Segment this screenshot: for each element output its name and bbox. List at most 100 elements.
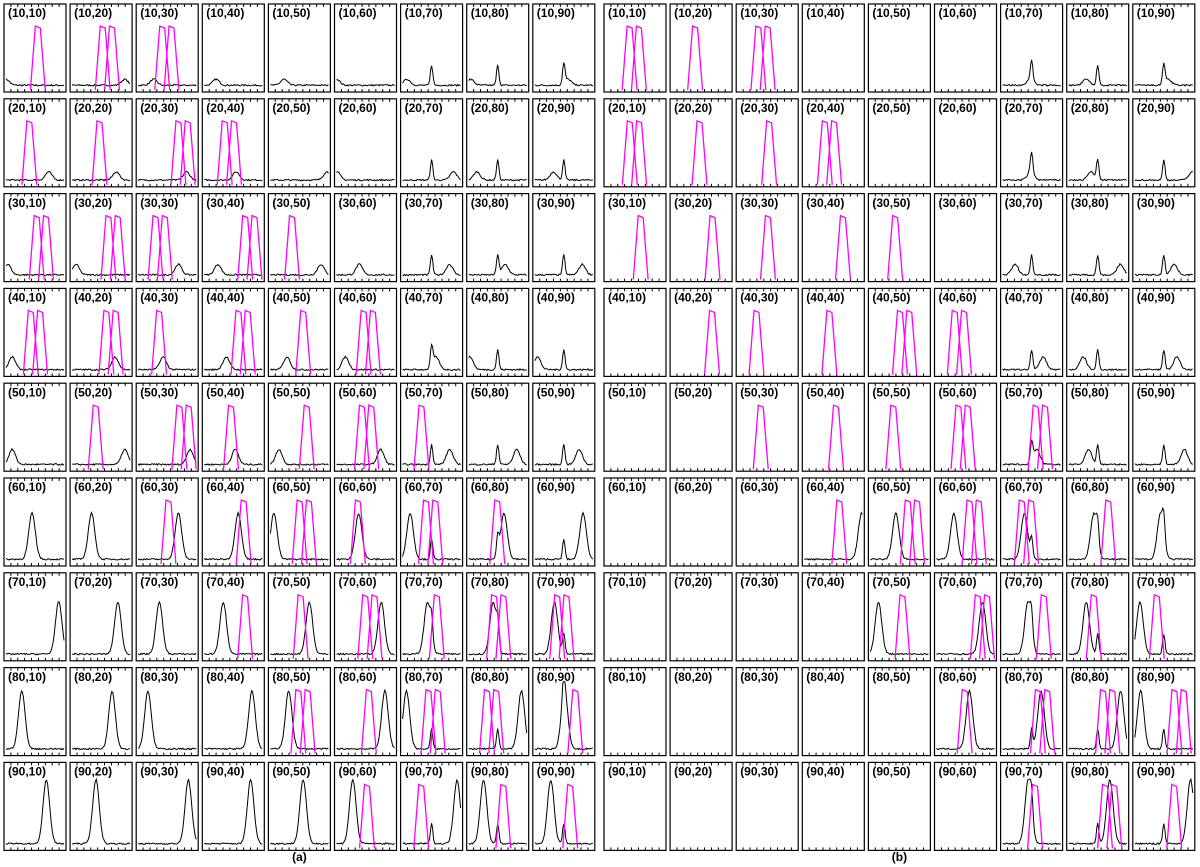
subplot-label: (20,10) [8, 101, 46, 115]
curve [1002, 151, 1061, 182]
curve [816, 119, 843, 185]
subplot: (40,40) [801, 287, 865, 377]
subplot-label: (20,80) [1071, 101, 1109, 115]
curve [5, 78, 65, 87]
curve [283, 214, 301, 280]
curve [831, 499, 848, 565]
subplot-label: (80,10) [8, 670, 46, 684]
subplot: (30,90) [532, 193, 596, 283]
subplot-label: (30,60) [939, 196, 977, 210]
subplot: (40,80) [466, 287, 530, 377]
curve [91, 119, 108, 185]
subplot-label: (70,80) [471, 575, 509, 589]
subplot: (90,60) [933, 761, 998, 852]
subplot: (60,60) [933, 477, 998, 567]
subplot: (10,10) [603, 3, 667, 93]
subplot-label: (40,40) [206, 291, 244, 305]
subplot-frame [267, 477, 331, 567]
subplot: (20,30) [135, 98, 199, 188]
subplot: (10,30) [735, 3, 799, 93]
subplot-label: (60,30) [740, 480, 778, 494]
subplot-label: (10,50) [272, 6, 310, 20]
curve [72, 690, 131, 751]
curve [138, 690, 197, 751]
curve [349, 499, 366, 565]
subplot-frame [69, 572, 133, 662]
subplot-label: (80,80) [1071, 670, 1109, 684]
curve [1134, 62, 1193, 87]
subplot: (40,30) [735, 287, 799, 377]
subplot-frame [603, 761, 667, 852]
subplot-frame [333, 761, 398, 852]
subplot-frame [267, 382, 331, 472]
subplot: (70,40) [201, 572, 265, 662]
curve [1068, 158, 1127, 182]
curve [336, 778, 395, 846]
curve [270, 356, 329, 371]
subplot-frame [532, 98, 596, 188]
subplot: (40,30) [135, 287, 199, 377]
subplot-frame [999, 193, 1064, 283]
subplot-label: (70,70) [1005, 575, 1043, 589]
subplot-label: (10,90) [1137, 6, 1175, 20]
subplot-frame [603, 477, 667, 567]
curve [632, 214, 649, 280]
subplot: (90,10) [3, 761, 67, 852]
subplot-frame [735, 98, 799, 188]
curve [1134, 444, 1193, 466]
subplot-frame [669, 193, 733, 283]
subplot-label: (40,90) [537, 291, 575, 305]
subplot-frame [69, 382, 133, 472]
subplot-label: (80,20) [74, 670, 112, 684]
subplot-label: (10,90) [537, 6, 575, 20]
subplot: (90,70) [999, 761, 1064, 852]
subplot-label: (70,10) [8, 575, 46, 589]
curve [534, 681, 593, 751]
subplot: (90,60) [333, 761, 398, 852]
subplot-label: (30,70) [1005, 196, 1043, 210]
subplot-frame [3, 477, 67, 567]
curve [478, 688, 505, 754]
subplot-label: (40,60) [939, 291, 977, 305]
subplot-frame [135, 666, 199, 757]
subplot: (70,20) [69, 572, 133, 662]
subplot: (70,60) [933, 572, 998, 662]
curve [204, 78, 263, 87]
curve [468, 159, 527, 182]
subplot-label: (30,70) [405, 196, 443, 210]
curve [946, 309, 973, 375]
curve [71, 448, 131, 466]
subplot-frame [532, 3, 596, 93]
subplot: (20,70) [400, 98, 464, 188]
panel-caption: (a) [292, 850, 307, 864]
subplot-label: (40,80) [471, 291, 509, 305]
curve [894, 593, 911, 659]
subplot: (70,90) [1132, 572, 1196, 662]
subplot-label: (60,90) [1137, 480, 1175, 494]
subplot-frame [801, 572, 865, 662]
subplot: (50,50) [267, 382, 331, 472]
subplot-frame [201, 382, 265, 472]
curve [71, 78, 131, 87]
curve [402, 444, 461, 466]
subplot-label: (20,40) [806, 101, 844, 115]
subplot-frame [135, 572, 199, 662]
subplot: (40,60) [333, 287, 398, 377]
curve [204, 448, 263, 466]
subplot: (10,80) [1066, 3, 1130, 93]
curve [71, 171, 131, 182]
subplot: (60,20) [669, 477, 733, 567]
subplot-frame [532, 477, 596, 567]
subplot-label: (20,70) [405, 101, 443, 115]
subplot-label: (60,60) [939, 480, 977, 494]
subplot: (20,90) [1132, 98, 1196, 188]
subplot: (50,60) [333, 382, 398, 472]
subplot-label: (10,80) [1071, 6, 1109, 20]
subplot-label: (70,50) [272, 575, 310, 589]
curve [336, 263, 395, 277]
subplot: (50,40) [201, 382, 265, 472]
subplot-frame [735, 761, 799, 852]
subplot: (60,60) [333, 477, 398, 567]
subplot-label: (40,40) [806, 291, 844, 305]
subplot: (50,90) [532, 382, 596, 472]
